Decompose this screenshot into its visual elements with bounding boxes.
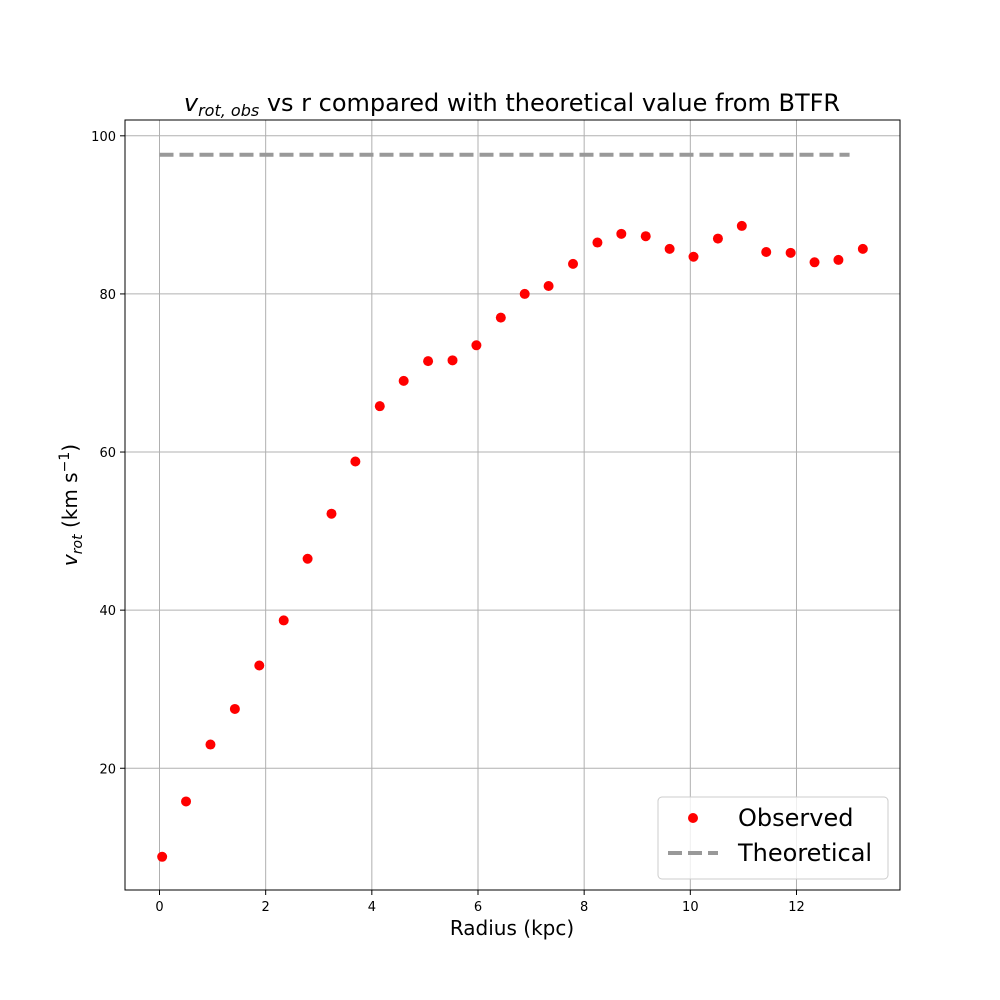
- observed-point: [326, 508, 337, 519]
- observed-point: [254, 660, 265, 671]
- observed-point: [785, 247, 796, 258]
- x-tick-label: 4: [368, 900, 376, 915]
- observed-point: [592, 237, 603, 248]
- observed-point: [495, 312, 506, 323]
- title-symbol: v: [184, 89, 199, 117]
- observed-point: [302, 553, 313, 564]
- y-label-symbol: v: [58, 553, 82, 566]
- title-subscript: rot, obs: [198, 101, 259, 120]
- observed-point: [616, 228, 627, 239]
- legend-observed-label: Observed: [738, 804, 853, 832]
- axis-ticks: 0 2 4 6 8 10 12 20 40 60 80 100: [91, 130, 805, 915]
- plot-series: [157, 152, 868, 862]
- observed-point: [423, 356, 434, 367]
- observed-point: [519, 288, 530, 299]
- observed-point: [350, 456, 361, 467]
- observed-point: [640, 231, 651, 242]
- observed-point: [205, 739, 216, 750]
- observed-point: [809, 257, 820, 268]
- x-tick-label: 6: [474, 900, 482, 915]
- y-tick-label: 60: [99, 446, 116, 461]
- observed-point: [447, 355, 458, 366]
- title-rest: vs r compared with theoretical value fro…: [259, 89, 840, 117]
- x-axis-label: Radius (kpc): [450, 916, 574, 940]
- observed-point: [568, 258, 579, 269]
- plot-frame: [124, 119, 901, 891]
- observed-point: [736, 220, 747, 231]
- x-tick-label: 0: [155, 900, 163, 915]
- y-tick-label: 80: [99, 288, 116, 303]
- legend: Observed Theoretical: [657, 796, 889, 880]
- observed-point: [761, 247, 772, 258]
- y-tick-label: 40: [99, 604, 116, 619]
- grid: [125, 120, 900, 890]
- observed-point: [833, 254, 844, 265]
- observed-point: [712, 233, 723, 244]
- y-tick-label: 100: [91, 130, 116, 145]
- x-tick-label: 10: [682, 900, 699, 915]
- observed-point: [157, 851, 168, 862]
- legend-theoretical-label: Theoretical: [737, 839, 872, 867]
- legend-observed-marker: [688, 813, 698, 823]
- observed-point: [398, 375, 409, 386]
- x-tick-label: 2: [262, 900, 270, 915]
- observed-point: [278, 615, 289, 626]
- y-label-units-suffix: ): [58, 444, 82, 452]
- y-label-units-prefix: (km s: [58, 472, 82, 534]
- y-label-subscript: rot: [70, 534, 86, 554]
- observed-point: [664, 243, 675, 254]
- observed-point: [471, 340, 482, 351]
- observed-point: [181, 796, 192, 807]
- chart-title: vrot, obs vs r compared with theoretical…: [184, 89, 840, 120]
- y-tick-label: 20: [99, 762, 116, 777]
- y-label-units-exponent: −1: [57, 452, 73, 473]
- observed-point: [857, 243, 868, 254]
- observed-point: [688, 251, 699, 262]
- x-tick-label: 8: [580, 900, 588, 915]
- observed-point: [229, 703, 240, 714]
- y-axis-label: vrot (km s−1): [57, 444, 86, 566]
- x-tick-label: 12: [788, 900, 805, 915]
- legend-box: [657, 796, 889, 880]
- observed-point: [543, 281, 554, 292]
- observed-point: [374, 401, 385, 412]
